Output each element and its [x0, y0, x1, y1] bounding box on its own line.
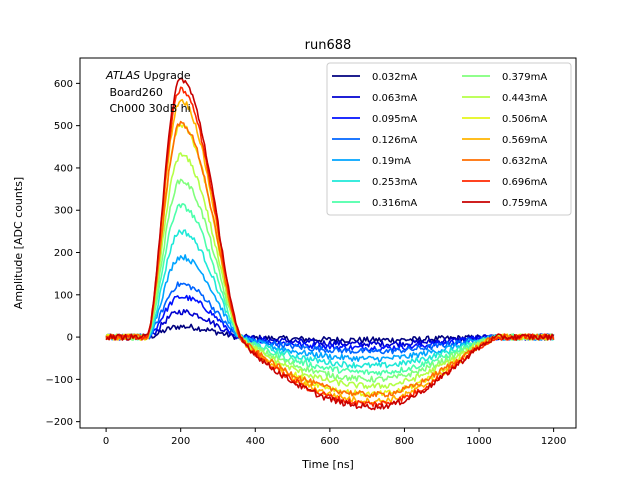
legend-label: 0.506mA: [502, 114, 547, 125]
legend-label: 0.032mA: [372, 72, 417, 83]
y-tick-label: 600: [54, 79, 73, 90]
y-axis-label: Amplitude [ADC counts]: [12, 177, 25, 309]
x-tick-label: 600: [320, 436, 339, 447]
annotation-line2: Board260: [106, 86, 163, 99]
series-line: [105, 152, 555, 390]
annotation-line1: ATLAS Upgrade: [105, 69, 191, 82]
legend-label: 0.569mA: [502, 135, 547, 146]
legend-frame: [326, 62, 572, 216]
series-line: [105, 254, 555, 363]
legend-label: 0.063mA: [372, 93, 417, 104]
legend-label: 0.759mA: [502, 198, 547, 209]
annotation-line3: Ch000 30dB hi: [106, 102, 191, 115]
x-tick-label: 200: [171, 436, 190, 447]
annotation-atlas: ATLAS: [105, 69, 140, 82]
series-layer: [105, 77, 555, 411]
y-axis: −200 −100 0 100 200 300 400 500 600: [46, 79, 80, 428]
series-line: [105, 203, 555, 376]
x-tick-label: 1200: [541, 436, 566, 447]
legend-label: 0.253mA: [372, 177, 417, 188]
series-line: [105, 178, 555, 383]
legend-label: 0.696mA: [502, 177, 547, 188]
series-line: [105, 77, 555, 411]
legend-label: 0.095mA: [372, 114, 417, 125]
y-tick-label: −100: [46, 375, 73, 386]
chart-title: run688: [305, 38, 352, 53]
x-axis-label: Time [ns]: [301, 458, 354, 471]
legend-label: 0.379mA: [502, 72, 547, 83]
plot-frame: [79, 57, 577, 429]
x-tick-label: 400: [246, 436, 265, 447]
y-tick-label: 0: [67, 333, 73, 344]
y-tick-label: 500: [54, 121, 73, 132]
x-tick-label: 800: [395, 436, 414, 447]
series-line: [105, 309, 555, 348]
x-axis: 0 200 400 600 800 1000 1200: [103, 428, 566, 447]
annotation-upgrade: Upgrade: [140, 69, 191, 82]
annotation: ATLAS Upgrade Board260 Ch000 30dB hi: [105, 69, 191, 115]
legend-label: 0.443mA: [502, 93, 547, 104]
legend-label: 0.632mA: [502, 156, 547, 167]
y-tick-label: 100: [54, 290, 73, 301]
y-tick-label: 200: [54, 248, 73, 259]
legend-label: 0.19mA: [372, 156, 411, 167]
y-tick-label: 300: [54, 206, 73, 217]
x-tick-label: 0: [103, 436, 109, 447]
legend-label: 0.126mA: [372, 135, 417, 146]
y-tick-label: 400: [54, 163, 73, 174]
x-tick-label: 1000: [466, 436, 491, 447]
series-line: [105, 294, 555, 352]
legend-label: 0.316mA: [372, 198, 417, 209]
y-tick-label: −200: [46, 417, 73, 428]
legend: 0.032mA 0.063mA 0.095mA 0.126mA 0.19mA 0.253m…: [326, 62, 572, 216]
